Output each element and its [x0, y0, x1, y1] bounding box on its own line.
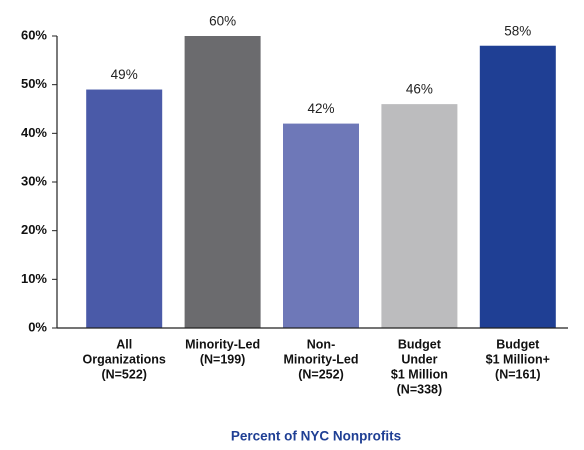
bar — [184, 36, 261, 328]
value-label: 42% — [307, 101, 334, 116]
x-tick-label: (N=199) — [200, 352, 246, 366]
y-tick-label: 20% — [21, 222, 47, 237]
x-tick-label: Under — [401, 352, 437, 366]
bar — [283, 123, 359, 328]
value-label: 49% — [111, 67, 138, 82]
y-tick-label: 50% — [21, 76, 47, 91]
y-tick-label: 60% — [21, 27, 47, 42]
x-tick-label: (N=338) — [397, 382, 443, 396]
value-label: 58% — [504, 23, 531, 38]
value-label: 46% — [406, 82, 433, 97]
x-tick-label: Minority-Led — [284, 352, 359, 366]
x-tick-label: (N=161) — [495, 367, 541, 381]
x-tick-label: (N=252) — [298, 367, 344, 381]
x-tick-label: $1 Million+ — [486, 352, 550, 366]
y-tick-label: 10% — [21, 271, 47, 286]
bar — [479, 45, 556, 328]
y-tick-label: 40% — [21, 125, 47, 140]
bar — [381, 104, 458, 328]
y-tick-label: 0% — [28, 319, 47, 334]
x-tick-label: Budget — [496, 337, 540, 351]
x-tick-label: Minority-Led — [185, 337, 260, 351]
bar — [86, 89, 163, 329]
x-tick-label: Non- — [307, 337, 335, 351]
x-tick-label: Budget — [398, 337, 442, 351]
value-label: 60% — [209, 14, 236, 29]
x-tick-label: Organizations — [83, 352, 166, 366]
y-tick-label: 30% — [21, 173, 47, 188]
x-tick-label: (N=522) — [101, 367, 147, 381]
x-tick-label: $1 Million — [391, 367, 448, 381]
x-tick-label: All — [116, 337, 132, 351]
x-axis-label: Percent of NYC Nonprofits — [231, 429, 401, 444]
